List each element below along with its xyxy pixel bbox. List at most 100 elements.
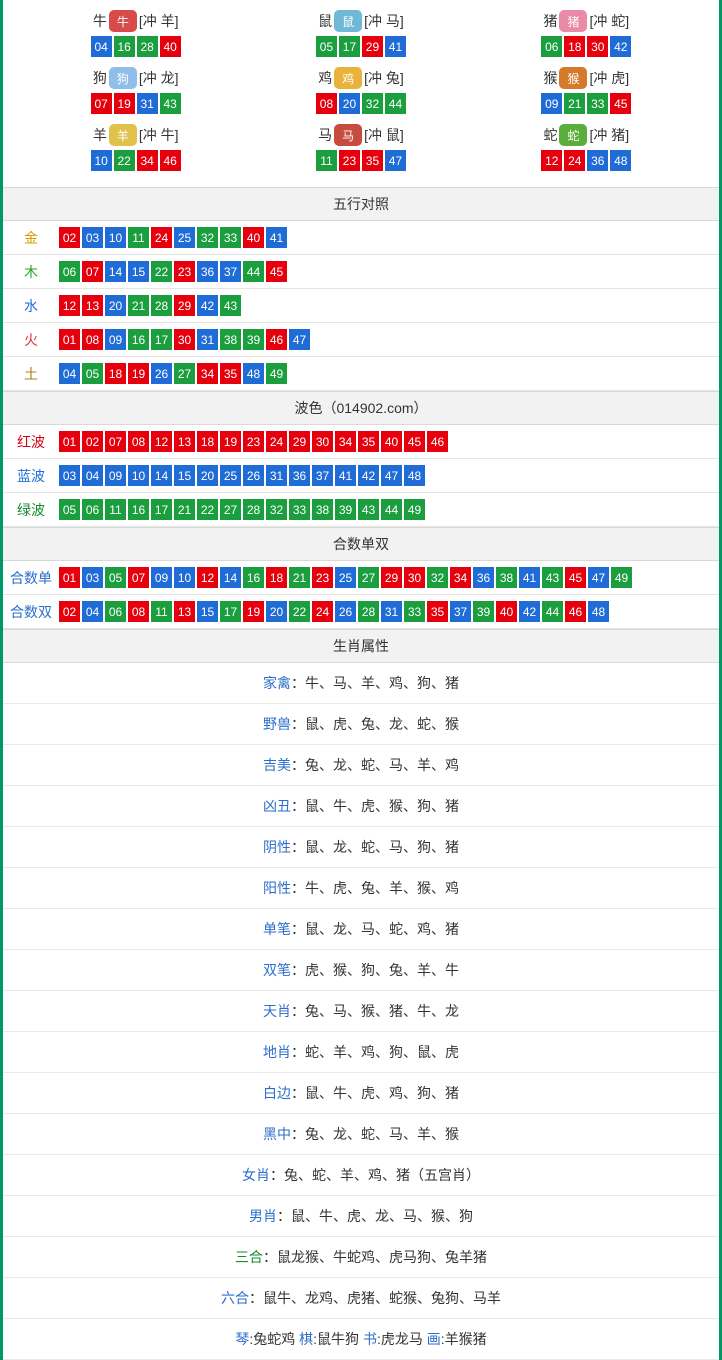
number-chip: 37 (220, 261, 241, 282)
attribute-label: 凶丑 (263, 798, 291, 814)
attributes-list: 家禽：牛、马、羊、鸡、狗、猪野兽：鼠、虎、兔、龙、蛇、猴吉美：兔、龙、蛇、马、羊… (3, 663, 719, 1360)
number-chip: 07 (128, 567, 149, 588)
number-chip: 14 (151, 465, 172, 486)
zodiac-animal-icon: 鸡 (334, 67, 362, 89)
number-chip: 22 (114, 150, 135, 171)
attribute-row: 阴性：鼠、龙、蛇、马、狗、猪 (3, 827, 719, 868)
number-chip: 42 (610, 36, 631, 57)
number-chip: 17 (151, 499, 172, 520)
attribute-row: 三合：鼠龙猴、牛蛇鸡、虎马狗、兔羊猪 (3, 1237, 719, 1278)
number-chip: 37 (450, 601, 471, 622)
number-chip: 36 (289, 465, 310, 486)
number-chip: 45 (404, 431, 425, 452)
number-chip: 02 (59, 601, 80, 622)
number-chip: 41 (266, 227, 287, 248)
attribute-row: 女肖：兔、蛇、羊、鸡、猪（五宫肖） (3, 1155, 719, 1196)
zodiac-animal-icon: 鼠 (334, 10, 362, 32)
number-chip: 32 (362, 93, 383, 114)
attribute-row: 单笔：鼠、龙、马、蛇、鸡、猪 (3, 909, 719, 950)
attribute-value: ：鼠、牛、虎、猴、狗、猪 (291, 798, 459, 814)
zodiac-animal-icon: 牛 (109, 10, 137, 32)
number-chip: 36 (473, 567, 494, 588)
number-chip: 28 (137, 36, 158, 57)
attribute-label: 棋 (299, 1331, 313, 1347)
number-chip: 24 (266, 431, 287, 452)
number-chip: 30 (587, 36, 608, 57)
number-chip: 24 (564, 150, 585, 171)
number-chip: 16 (128, 499, 149, 520)
zodiac-animal-icon: 羊 (109, 124, 137, 146)
attributes-title: 生肖属性 (333, 638, 389, 654)
attribute-value: ：兔、龙、蛇、马、羊、猴 (291, 1126, 459, 1142)
number-chip: 36 (587, 150, 608, 171)
zodiac-char: 羊 (93, 125, 107, 145)
zodiac-numbers: 07193143 (23, 93, 248, 114)
attribute-value: ：鼠、龙、马、蛇、鸡、猪 (291, 921, 459, 937)
number-chip: 34 (450, 567, 471, 588)
number-chip: 08 (82, 329, 103, 350)
number-chip: 12 (197, 567, 218, 588)
number-chip: 19 (114, 93, 135, 114)
page: 牛牛[冲 羊]04162840鼠鼠[冲 马]05172941猪猪[冲 蛇]061… (0, 0, 722, 1360)
number-chip: 34 (137, 150, 158, 171)
attribute-label: 女肖 (242, 1167, 270, 1183)
number-chip: 39 (473, 601, 494, 622)
attribute-label: 书 (363, 1331, 377, 1347)
number-chip: 21 (128, 295, 149, 316)
zodiac-char: 狗 (93, 68, 107, 88)
attribute-label: 地肖 (263, 1044, 291, 1060)
zodiac-char: 马 (318, 125, 332, 145)
data-row: 土04051819262734354849 (3, 357, 719, 391)
number-chip: 03 (59, 465, 80, 486)
number-chip: 22 (289, 601, 310, 622)
attribute-value: ：虎、猴、狗、兔、羊、牛 (291, 962, 459, 978)
number-chip: 09 (105, 329, 126, 350)
number-chip: 40 (381, 431, 402, 452)
number-chip: 26 (335, 601, 356, 622)
number-chip: 03 (82, 227, 103, 248)
number-chip: 06 (105, 601, 126, 622)
number-chip: 29 (174, 295, 195, 316)
number-chip: 03 (82, 567, 103, 588)
zodiac-char: 牛 (93, 11, 107, 31)
number-chip: 44 (243, 261, 264, 282)
number-chip: 28 (243, 499, 264, 520)
zodiac-clash: [冲 牛] (139, 125, 179, 145)
data-row: 合数双0204060811131517192022242628313335373… (3, 595, 719, 629)
number-chip: 44 (381, 499, 402, 520)
data-row: 合数单0103050709101214161821232527293032343… (3, 561, 719, 595)
number-chip: 07 (82, 261, 103, 282)
zodiac-animal-icon: 马 (334, 124, 362, 146)
number-chip: 48 (588, 601, 609, 622)
number-chip: 42 (197, 295, 218, 316)
number-chip: 33 (404, 601, 425, 622)
number-chip: 32 (197, 227, 218, 248)
number-chip: 42 (519, 601, 540, 622)
number-chip: 21 (289, 567, 310, 588)
attribute-value: ：蛇、羊、鸡、狗、鼠、虎 (291, 1044, 459, 1060)
number-chip: 04 (82, 465, 103, 486)
number-chip: 31 (137, 93, 158, 114)
number-chip: 47 (385, 150, 406, 171)
number-chip: 29 (362, 36, 383, 57)
number-chip: 44 (385, 93, 406, 114)
zodiac-animal-icon: 猴 (559, 67, 587, 89)
zodiac-cell: 猪猪[冲 蛇]06183042 (474, 6, 699, 63)
attribute-row: 男肖：鼠、牛、虎、龙、马、猴、狗 (3, 1196, 719, 1237)
zodiac-cell: 鼠鼠[冲 马]05172941 (248, 6, 473, 63)
zodiac-cell: 鸡鸡[冲 兔]08203244 (248, 63, 473, 120)
number-chip: 31 (197, 329, 218, 350)
attribute-row: 凶丑：鼠、牛、虎、猴、狗、猪 (3, 786, 719, 827)
number-chip: 20 (339, 93, 360, 114)
number-chip: 12 (151, 431, 172, 452)
number-chip: 39 (243, 329, 264, 350)
number-chip: 41 (335, 465, 356, 486)
data-row: 水1213202128294243 (3, 289, 719, 323)
row-label: 水 (3, 296, 59, 316)
number-chip: 43 (220, 295, 241, 316)
number-chip: 09 (541, 93, 562, 114)
row-numbers: 02031011242532334041 (59, 227, 713, 248)
number-chip: 28 (358, 601, 379, 622)
data-row: 火0108091617303138394647 (3, 323, 719, 357)
row-label: 土 (3, 364, 59, 384)
